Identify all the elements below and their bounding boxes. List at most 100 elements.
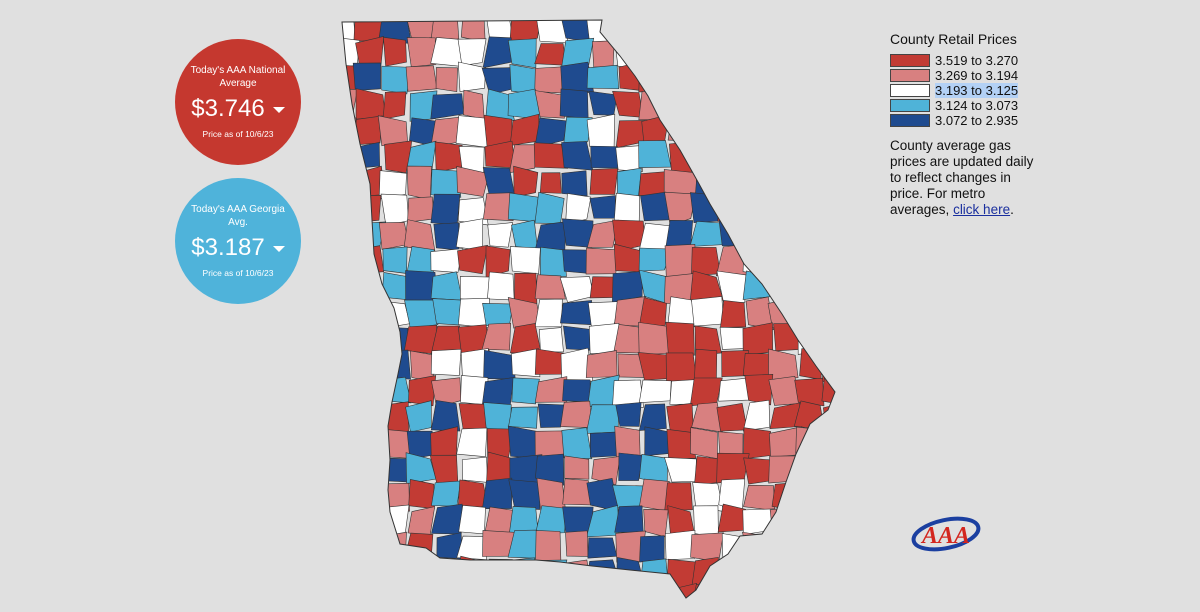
county-region[interactable] [771, 195, 801, 225]
county-region[interactable] [563, 116, 593, 148]
county-region[interactable] [825, 144, 850, 173]
county-region[interactable] [666, 428, 697, 460]
county-region[interactable] [743, 559, 773, 587]
county-region[interactable] [407, 506, 436, 537]
county-region[interactable] [560, 300, 592, 326]
county-region[interactable] [481, 67, 515, 95]
county-region[interactable] [590, 145, 621, 169]
county-region[interactable] [458, 505, 486, 535]
county-region[interactable] [355, 88, 386, 120]
county-region[interactable] [330, 453, 358, 486]
county-region[interactable] [534, 191, 565, 225]
county-region[interactable] [351, 245, 385, 275]
county-region[interactable] [456, 166, 490, 197]
county-region[interactable] [719, 115, 750, 149]
county-region[interactable] [638, 62, 670, 93]
county-region[interactable] [717, 67, 746, 92]
county-region[interactable] [665, 352, 698, 382]
county-region[interactable] [717, 166, 747, 195]
county-region[interactable] [768, 348, 799, 380]
county-region[interactable] [431, 480, 462, 507]
county-region[interactable] [377, 556, 411, 590]
county-region[interactable] [330, 166, 358, 199]
county-region[interactable] [356, 401, 386, 431]
county-region[interactable] [795, 191, 828, 225]
county-region[interactable] [562, 379, 591, 403]
county-region[interactable] [819, 479, 850, 513]
national-average-badge[interactable]: Today's AAA National Average $3.746 Pric… [175, 39, 301, 165]
county-region[interactable] [460, 14, 486, 43]
county-region[interactable] [639, 535, 665, 563]
county-region[interactable] [534, 66, 565, 94]
county-region[interactable] [404, 299, 439, 329]
county-region[interactable] [330, 327, 360, 355]
county-region[interactable] [693, 505, 719, 539]
county-region[interactable] [352, 584, 383, 604]
county-region[interactable] [773, 323, 802, 352]
county-region[interactable] [771, 481, 800, 513]
county-region[interactable] [618, 61, 640, 91]
county-region[interactable] [330, 504, 356, 533]
county-region[interactable] [353, 299, 386, 329]
county-region[interactable] [612, 379, 644, 408]
county-region[interactable] [483, 349, 516, 380]
county-region[interactable] [767, 560, 799, 590]
county-region[interactable] [769, 116, 802, 147]
county-region[interactable] [767, 142, 800, 173]
county-region[interactable] [797, 66, 829, 92]
county-region[interactable] [430, 193, 461, 226]
county-region[interactable] [455, 218, 484, 252]
county-region[interactable] [693, 348, 718, 383]
chevron-down-icon[interactable] [272, 246, 285, 252]
county-region[interactable] [482, 303, 514, 327]
county-region[interactable] [352, 348, 386, 379]
county-region[interactable] [330, 192, 360, 224]
county-region[interactable] [718, 377, 750, 402]
county-region[interactable] [559, 582, 593, 604]
county-region[interactable] [563, 325, 594, 351]
county-region[interactable] [587, 301, 620, 328]
county-region[interactable] [430, 169, 462, 198]
county-region[interactable] [561, 427, 593, 460]
county-region[interactable] [534, 298, 563, 328]
county-region[interactable] [689, 377, 723, 407]
county-region[interactable] [487, 222, 513, 248]
county-region[interactable] [667, 114, 698, 142]
county-region[interactable] [405, 581, 438, 604]
county-region[interactable] [770, 532, 801, 562]
county-region[interactable] [382, 246, 408, 274]
county-region[interactable] [535, 585, 564, 604]
county-region[interactable] [559, 88, 589, 120]
county-region[interactable] [690, 427, 718, 459]
county-region[interactable] [795, 426, 824, 460]
county-region[interactable] [380, 401, 409, 433]
county-region[interactable] [589, 168, 619, 195]
county-region[interactable] [822, 560, 850, 590]
county-region[interactable] [383, 37, 407, 67]
county-region[interactable] [537, 403, 567, 428]
county-region[interactable] [638, 171, 668, 196]
county-region[interactable] [377, 115, 408, 147]
county-region[interactable] [535, 530, 562, 563]
county-region[interactable] [561, 170, 588, 197]
county-region[interactable] [534, 376, 568, 403]
county-region[interactable] [587, 581, 619, 604]
county-region[interactable] [433, 222, 460, 251]
county-region[interactable] [534, 90, 565, 119]
county-region[interactable] [643, 508, 669, 538]
county-region[interactable] [560, 37, 595, 70]
county-region[interactable] [820, 426, 850, 456]
county-region[interactable] [664, 482, 693, 511]
county-region[interactable] [822, 14, 850, 42]
county-region[interactable] [769, 505, 801, 536]
county-region[interactable] [822, 222, 850, 253]
county-region[interactable] [773, 66, 801, 95]
county-region[interactable] [742, 89, 776, 121]
county-region[interactable] [824, 506, 850, 538]
county-region[interactable] [741, 35, 774, 65]
county-region[interactable] [431, 556, 463, 590]
county-region[interactable] [481, 377, 515, 406]
county-region[interactable] [486, 558, 513, 589]
county-region[interactable] [482, 36, 512, 69]
county-region[interactable] [774, 272, 800, 303]
